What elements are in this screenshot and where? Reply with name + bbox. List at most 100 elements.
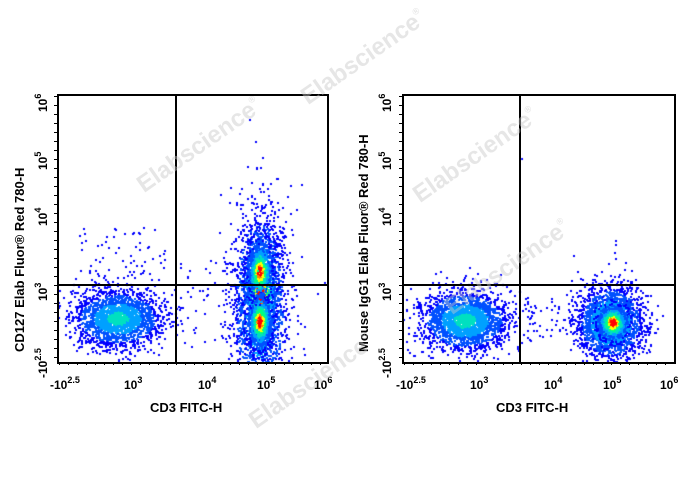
y-minor-tick xyxy=(54,339,57,340)
x-minor-tick xyxy=(311,362,312,365)
x-minor-tick xyxy=(248,362,249,365)
y-minor-tick xyxy=(54,123,57,124)
right-xtick-1e4: 104 xyxy=(544,375,563,392)
right-ytick-1e4: 104 xyxy=(377,207,394,226)
y-minor-tick xyxy=(54,303,57,304)
right-plot-area xyxy=(399,94,676,365)
x-minor-tick xyxy=(140,362,141,365)
y-minor-tick xyxy=(399,285,402,286)
y-minor-tick xyxy=(54,213,57,214)
y-minor-tick xyxy=(399,312,402,313)
right-ytick-1e6: 106 xyxy=(377,93,394,112)
x-minor-tick xyxy=(266,362,267,365)
y-minor-tick xyxy=(54,132,57,133)
x-minor-tick xyxy=(431,362,432,365)
x-minor-tick xyxy=(422,362,423,365)
y-minor-tick xyxy=(54,348,57,349)
x-minor-tick xyxy=(638,362,639,365)
x-minor-tick xyxy=(458,362,459,365)
x-minor-tick xyxy=(194,362,195,365)
x-minor-tick xyxy=(503,362,504,365)
y-minor-tick xyxy=(54,195,57,196)
x-minor-tick xyxy=(485,362,486,365)
y-minor-tick xyxy=(399,204,402,205)
y-minor-tick xyxy=(54,312,57,313)
x-minor-tick xyxy=(122,362,123,365)
y-minor-tick xyxy=(399,267,402,268)
right-scatter-canvas xyxy=(404,96,674,362)
y-minor-tick xyxy=(54,330,57,331)
right-xtick-1e3: 103 xyxy=(470,375,489,392)
x-minor-tick xyxy=(575,362,576,365)
left-quadrant-gate-horizontal[interactable] xyxy=(59,284,327,286)
x-minor-tick xyxy=(449,362,450,365)
y-minor-tick xyxy=(54,114,57,115)
x-minor-tick xyxy=(77,362,78,365)
y-minor-tick xyxy=(54,141,57,142)
y-minor-tick xyxy=(399,105,402,106)
x-minor-tick xyxy=(176,362,177,365)
x-minor-tick xyxy=(404,362,405,365)
y-minor-tick xyxy=(54,294,57,295)
left-y-axis-label: CD127 Elab Fluor® Red 780-H xyxy=(12,167,27,352)
x-minor-tick xyxy=(221,362,222,365)
left-ytick-1e6: 106 xyxy=(33,93,50,112)
x-minor-tick xyxy=(584,362,585,365)
y-minor-tick xyxy=(54,231,57,232)
x-minor-tick xyxy=(149,362,150,365)
right-quadrant-gate-vertical[interactable] xyxy=(519,96,521,362)
right-ytick-1e5: 105 xyxy=(377,151,394,170)
x-minor-tick xyxy=(440,362,441,365)
y-minor-tick xyxy=(399,195,402,196)
y-minor-tick xyxy=(54,150,57,151)
left-ytick-1e3: 103 xyxy=(33,282,50,301)
x-minor-tick xyxy=(158,362,159,365)
x-minor-tick xyxy=(185,362,186,365)
y-minor-tick xyxy=(399,321,402,322)
right-quadrant-gate-horizontal[interactable] xyxy=(404,284,674,286)
x-minor-tick xyxy=(257,362,258,365)
x-minor-tick xyxy=(620,362,621,365)
y-minor-tick xyxy=(399,339,402,340)
y-minor-tick xyxy=(399,240,402,241)
left-xtick-1e3: 103 xyxy=(124,375,143,392)
left-xtick-1e6: 106 xyxy=(314,375,333,392)
x-minor-tick xyxy=(467,362,468,365)
y-minor-tick xyxy=(54,285,57,286)
y-minor-tick xyxy=(54,321,57,322)
x-minor-tick xyxy=(494,362,495,365)
y-minor-tick xyxy=(399,186,402,187)
y-minor-tick xyxy=(399,276,402,277)
x-minor-tick xyxy=(68,362,69,365)
x-minor-tick xyxy=(521,362,522,365)
y-minor-tick xyxy=(54,267,57,268)
y-minor-tick xyxy=(54,240,57,241)
right-x-axis-label: CD3 FITC-H xyxy=(496,400,569,415)
y-minor-tick xyxy=(399,213,402,214)
y-minor-tick xyxy=(54,177,57,178)
x-minor-tick xyxy=(629,362,630,365)
left-quadrant-gate-vertical[interactable] xyxy=(175,96,177,362)
right-ytick-neg1e2.5: -102.5 xyxy=(377,348,394,378)
y-minor-tick xyxy=(399,96,402,97)
x-minor-tick xyxy=(293,362,294,365)
y-minor-tick xyxy=(399,249,402,250)
y-minor-tick xyxy=(399,159,402,160)
y-minor-tick xyxy=(399,348,402,349)
x-minor-tick xyxy=(203,362,204,365)
x-minor-tick xyxy=(95,362,96,365)
x-minor-tick xyxy=(86,362,87,365)
y-minor-tick xyxy=(399,231,402,232)
x-minor-tick xyxy=(113,362,114,365)
y-minor-tick xyxy=(399,132,402,133)
right-xtick-1e5: 105 xyxy=(603,375,622,392)
left-plot-area xyxy=(54,94,329,365)
y-minor-tick xyxy=(54,159,57,160)
left-ytick-1e5: 105 xyxy=(33,151,50,170)
x-minor-tick xyxy=(275,362,276,365)
x-minor-tick xyxy=(647,362,648,365)
left-xtick-1e5: 105 xyxy=(257,375,276,392)
x-minor-tick xyxy=(320,362,321,365)
x-minor-tick xyxy=(167,362,168,365)
y-minor-tick xyxy=(54,276,57,277)
